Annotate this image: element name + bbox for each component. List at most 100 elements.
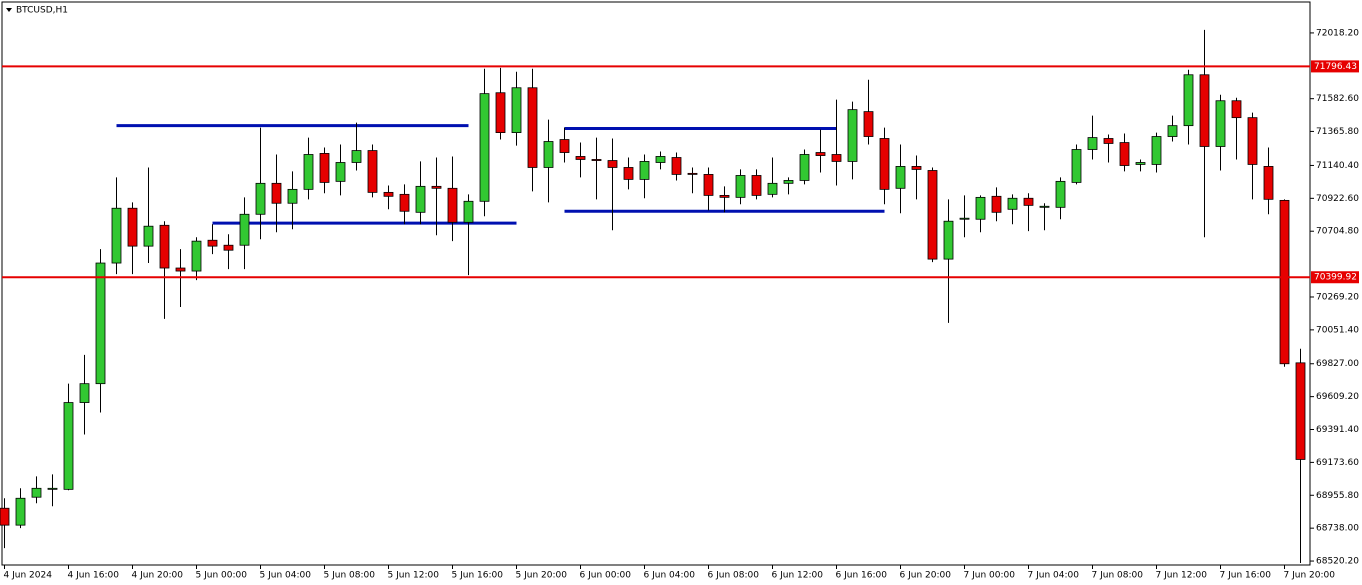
candle-body [127,207,138,247]
candle-body [1039,205,1050,208]
candle-body [703,174,714,196]
candle-body [1199,74,1210,147]
candle-body [767,182,778,195]
candle-body [943,220,954,260]
candle-body [159,224,170,269]
candle-body [431,185,442,189]
x-tick-label: 5 Jun 00:00 [196,571,248,581]
menu-arrow[interactable] [6,8,12,12]
candle-body [191,240,202,272]
candle-body [79,383,90,403]
x-tick-label: 5 Jun 08:00 [324,571,376,581]
level-label: 70399.92 [1314,273,1357,283]
candle-body [655,156,666,163]
candle-body [831,154,842,162]
candle-body [1135,162,1146,165]
x-tick-label: 4 Jun 16:00 [68,571,120,581]
chart-title: BTCUSD,H1 [16,6,68,16]
candle-body [367,150,378,193]
candle-body [751,175,762,196]
x-tick-label: 5 Jun 20:00 [516,571,568,581]
candle-body [239,213,250,246]
candle-body [175,267,186,272]
y-tick-label: 69173.60 [1316,458,1359,468]
candle-body [1151,136,1162,165]
plot-frame [1,1,1311,566]
candle-body [527,87,538,168]
candle-body [287,188,298,204]
candle-body [575,156,586,160]
candle-body [15,497,26,526]
candle-body [1263,166,1274,200]
x-tick-label: 4 Jun 2024 [4,571,53,581]
candle-body [623,167,634,180]
candle-body [303,154,314,190]
candle-body [815,152,826,156]
x-tick-label: 7 Jun 00:00 [964,571,1016,581]
x-tick-label: 6 Jun 00:00 [580,571,632,581]
x-tick-label: 7 Jun 08:00 [1092,571,1144,581]
x-tick-label: 7 Jun 12:00 [1156,571,1208,581]
x-tick-label: 5 Jun 16:00 [452,571,504,581]
y-tick-label: 71365.80 [1316,127,1359,137]
candle-body [1279,199,1290,365]
candle-body [511,87,522,133]
candle-body [207,239,218,247]
candle-body [1215,100,1226,147]
y-tick-label: 71140.40 [1316,161,1359,171]
x-tick-label: 7 Jun 20:00 [1284,571,1336,581]
x-tick-label: 5 Jun 04:00 [260,571,312,581]
candle-body [399,193,410,212]
y-tick-label: 68955.80 [1316,491,1359,501]
x-tick-label: 6 Jun 20:00 [900,571,952,581]
x-tick-label: 6 Jun 08:00 [708,571,760,581]
candle-body [639,161,650,180]
candle-body [1087,137,1098,150]
level-label-box [1311,271,1359,284]
candle-body [1103,138,1114,144]
candle-body [1007,197,1018,210]
candle-body [991,195,1002,213]
candle-body [1071,149,1082,183]
candle-body [1295,362,1306,460]
y-tick-label: 69391.40 [1316,425,1359,435]
candle-body [559,139,570,153]
x-tick-label: 4 Jun 20:00 [132,571,184,581]
candle-body [911,166,922,170]
candle-body [447,187,458,223]
candle-body [111,207,122,264]
candle-body [495,92,506,133]
y-tick-label: 70269.20 [1316,292,1359,302]
x-tick-label: 6 Jun 12:00 [772,571,824,581]
candle-body [63,402,74,490]
candle-body [959,217,970,220]
x-tick-label: 7 Jun 04:00 [1028,571,1080,581]
candle-body [223,244,234,251]
candle-body [783,180,794,184]
candle-body [415,185,426,213]
candle-body [975,196,986,220]
candle-body [927,170,938,260]
x-tick-label: 5 Jun 12:00 [388,571,440,581]
candle-body [383,191,394,197]
y-tick-label: 69609.20 [1316,392,1359,402]
candle-body [1247,117,1258,165]
y-tick-label: 70051.40 [1316,325,1359,335]
candle-body [1231,100,1242,119]
y-tick-label: 70922.60 [1316,194,1359,204]
candle-body [271,182,282,204]
candle-body [1119,142,1130,166]
candle-body [95,262,106,385]
candle-body [1055,180,1066,208]
candle-body [463,200,474,223]
candle-body [687,172,698,175]
candle-body [351,150,362,163]
candle-body [1183,74,1194,127]
candle-body [47,487,58,490]
y-tick-label: 68738.00 [1316,524,1359,534]
candle-body [255,182,266,215]
candle-body [479,93,490,202]
candle-body [799,154,810,181]
x-tick-label: 6 Jun 16:00 [836,571,888,581]
